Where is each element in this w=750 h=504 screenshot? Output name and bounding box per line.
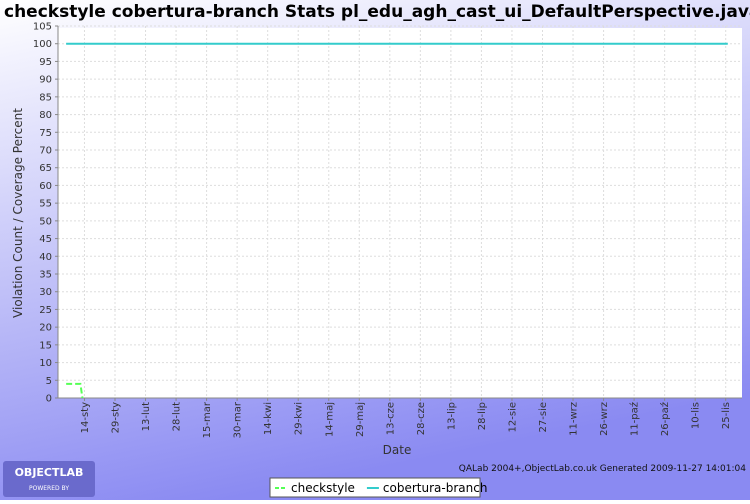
x-tick-label: 14-sty: [80, 402, 91, 433]
chart-title: checkstyle cobertura-branch Stats pl_edu…: [4, 2, 750, 22]
x-tick-label: 25-lis: [721, 402, 732, 429]
y-tick-label: 55: [39, 199, 52, 210]
x-tick-label: 26-paź: [659, 402, 671, 436]
y-tick-label: 85: [39, 92, 52, 103]
x-tick-label: 11-wrz: [569, 402, 580, 436]
footer: QALab 2004+,ObjectLab.co.uk Generated 20…: [459, 464, 746, 474]
x-tick-label: 10-lis: [691, 402, 702, 429]
x-tick-label: 26-wrz: [599, 402, 610, 436]
logo-box: [3, 461, 95, 497]
x-tick-label: 14-kwi: [263, 402, 274, 435]
x-tick-label: 30-mar: [233, 401, 244, 438]
y-tick-label: 10: [39, 358, 52, 369]
y-tick-label: 5: [46, 376, 52, 387]
x-tick-label: 15-mar: [202, 401, 213, 438]
y-axis-title: Violation Count / Coverage Percent: [11, 108, 25, 318]
y-tick-label: 65: [39, 163, 52, 174]
legend-label: cobertura-branch: [383, 481, 488, 495]
x-axis-title: Date: [383, 443, 412, 457]
x-tick-label: 14-maj: [324, 402, 335, 437]
x-tick-label: 29-maj: [355, 402, 366, 437]
y-tick-label: 90: [39, 75, 52, 86]
legend: checkstyle cobertura-branch: [269, 477, 488, 498]
y-tick-label: 70: [39, 146, 52, 157]
x-tick-label: 12-sie: [507, 402, 518, 432]
y-tick-label: 20: [39, 323, 52, 334]
y-tick-label: 40: [39, 252, 52, 263]
y-tick-label: 0: [46, 394, 52, 405]
x-tick-label: 13-lut: [141, 402, 152, 431]
x-tick-label: 11-paź: [629, 402, 641, 436]
x-tick-label: 29-kwi: [294, 402, 305, 435]
series-line: [66, 382, 84, 399]
x-tick-label: 28-lut: [172, 402, 183, 431]
y-tick-label: 35: [39, 270, 52, 281]
logo-tagline: POWERED BY: [29, 485, 69, 492]
y-tick-label: 50: [39, 216, 52, 227]
y-tick-label: 100: [33, 39, 52, 50]
y-tick-label: 60: [39, 181, 52, 192]
y-tick-label: 105: [33, 22, 52, 33]
y-tick-label: 80: [39, 110, 52, 121]
logo-name: OBJECTLAB: [15, 466, 84, 479]
y-tick-label: 95: [39, 57, 52, 68]
x-tick-label: 28-cze: [416, 402, 427, 435]
x-tick-label: 13-lip: [446, 402, 457, 430]
x-tick-label: 27-sie: [538, 402, 549, 432]
x-tick-label: 28-lip: [477, 402, 488, 430]
x-tick-label: 29-sty: [111, 402, 122, 433]
plot-area: [58, 28, 742, 398]
legend-label: checkstyle: [291, 481, 355, 495]
y-tick-label: 45: [39, 234, 52, 245]
y-tick-label: 30: [39, 287, 52, 298]
y-tick-label: 75: [39, 128, 52, 139]
y-tick-label: 15: [39, 340, 52, 351]
x-tick-label: 13-cze: [385, 402, 396, 435]
y-tick-label: 25: [39, 305, 52, 316]
